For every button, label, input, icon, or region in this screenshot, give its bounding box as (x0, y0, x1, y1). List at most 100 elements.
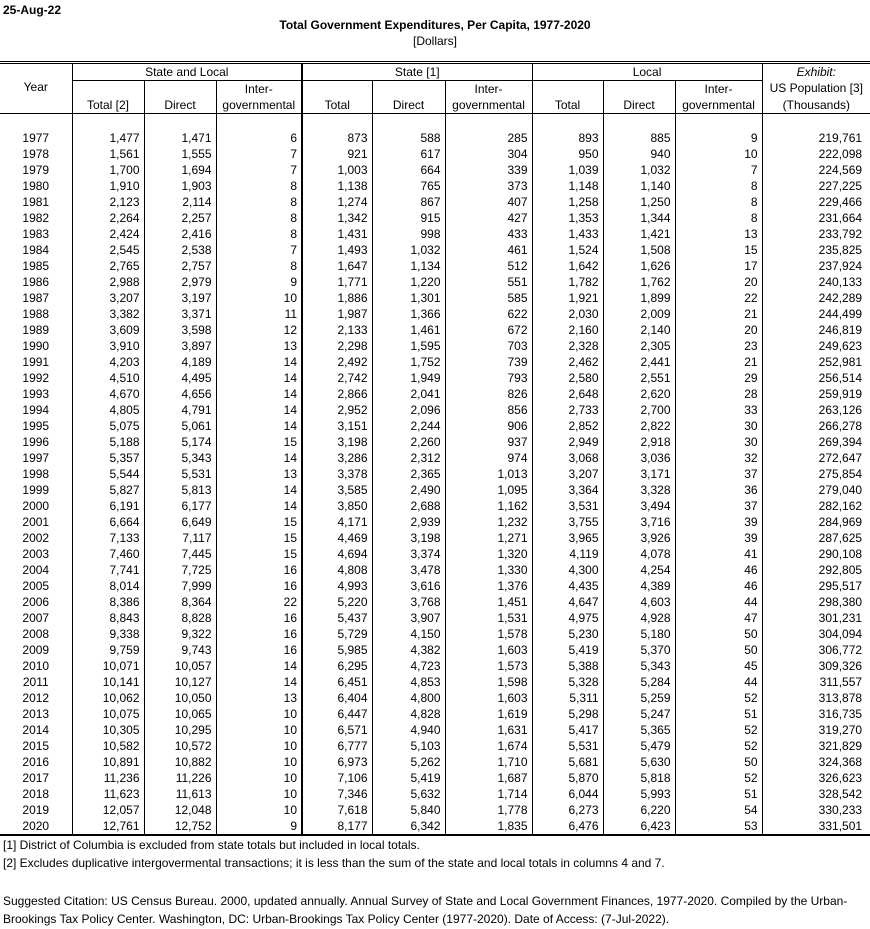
cell-local-total: 2,160 (532, 322, 604, 338)
cell-local-total: 1,039 (532, 162, 604, 178)
cell-local-total: 3,531 (532, 498, 604, 514)
cell-us-population: 279,040 (818, 482, 863, 497)
cell-local-direct: 3,328 (603, 482, 676, 498)
cell-state-direct: 1,366 (372, 306, 446, 322)
cell-sl-direct: 5,174 (144, 434, 217, 450)
cell-state-total: 2,952 (302, 402, 373, 418)
cell-state-intergovernmental: 937 (445, 434, 533, 450)
cell-state-total: 8,177 (302, 818, 373, 836)
cell-sl-total: 2,424 (72, 226, 145, 242)
cell-sl-intergovernmental: 14 (216, 482, 304, 498)
cell-state-total: 2,133 (302, 322, 373, 338)
expenditures-table: Year State and Local State [1] Local Exh… (0, 61, 870, 836)
cell-local-intergovernmental: 13 (675, 226, 763, 242)
table-row: 1998 5,544 5,531 13 3,378 2,365 1,013 3,207 3,17… (0, 466, 870, 482)
cell-state-total: 3,198 (302, 434, 373, 450)
cell-year: 2009 (0, 642, 73, 658)
cell-state-direct: 1,032 (372, 242, 446, 258)
cell-local-intergovernmental: 52 (675, 690, 763, 706)
cell-us-population: 304,094 (818, 626, 863, 641)
cell-year: 1992 (0, 370, 73, 386)
cell-local-total: 5,417 (532, 722, 604, 738)
cell-local-total: 4,647 (532, 594, 604, 610)
cell-local-direct: 5,993 (603, 786, 676, 802)
cell-state-total: 3,286 (302, 450, 373, 466)
cell-sl-direct: 2,538 (144, 242, 217, 258)
cell-state-intergovernmental: 1,578 (445, 626, 533, 642)
cell-state-intergovernmental: 826 (445, 386, 533, 402)
cell-us-population: 252,981 (818, 354, 863, 369)
table-row: 2019 12,057 12,048 10 7,618 5,840 1,778 6,273 6,… (0, 802, 870, 818)
cell-sl-direct: 10,050 (144, 690, 217, 706)
cell-sl-intergovernmental: 10 (216, 290, 304, 306)
cell-sl-total: 2,765 (72, 258, 145, 274)
cell-sl-intergovernmental: 16 (216, 578, 304, 594)
cell-state-intergovernmental: 793 (445, 370, 533, 386)
cell-sl-intergovernmental: 14 (216, 386, 304, 402)
cell-local-direct: 940 (603, 146, 676, 162)
cell-sl-total: 8,014 (72, 578, 145, 594)
table-row: 2018 11,623 11,613 10 7,346 5,632 1,714 6,044 5,… (0, 786, 870, 802)
report-date: 25-Aug-22 (3, 3, 62, 17)
cell-year: 1978 (0, 146, 73, 162)
cell-sl-intergovernmental: 8 (216, 258, 304, 274)
cell-sl-direct: 5,343 (144, 450, 217, 466)
cell-sl-total: 5,075 (72, 418, 145, 434)
table-row: 1983 2,424 2,416 8 1,431 998 433 1,433 1,421 13 23… (0, 226, 870, 242)
cell-sl-total: 10,582 (72, 738, 145, 754)
cell-sl-total: 10,141 (72, 674, 145, 690)
cell-state-intergovernmental: 1,376 (445, 578, 533, 594)
cell-local-intergovernmental: 30 (675, 434, 763, 450)
table-row: 2016 10,891 10,882 10 6,973 5,262 1,710 5,681 5,… (0, 754, 870, 770)
cell-us-population: 235,825 (818, 242, 863, 257)
cell-year: 1998 (0, 466, 73, 482)
cell-sl-intergovernmental: 7 (216, 162, 304, 178)
cell-year: 1991 (0, 354, 73, 370)
cell-sl-intergovernmental: 7 (216, 146, 304, 162)
cell-local-direct: 5,180 (603, 626, 676, 642)
cell-local-direct: 2,551 (603, 370, 676, 386)
cell-state-direct: 2,365 (372, 466, 446, 482)
cell-year: 2016 (0, 754, 73, 770)
cell-local-total: 1,782 (532, 274, 604, 290)
cell-year: 1994 (0, 402, 73, 418)
cell-state-direct: 2,490 (372, 482, 446, 498)
cell-us-population: 227,225 (818, 178, 863, 193)
footnote-2: [2] Excludes duplicative intergovermenta… (3, 856, 665, 870)
cell-state-direct: 4,150 (372, 626, 446, 642)
cell-state-intergovernmental: 407 (445, 194, 533, 210)
cell-state-total: 1,493 (302, 242, 373, 258)
cell-local-direct: 2,700 (603, 402, 676, 418)
cell-state-intergovernmental: 427 (445, 210, 533, 226)
cell-local-total: 1,148 (532, 178, 604, 194)
cell-local-direct: 5,370 (603, 642, 676, 658)
cell-state-total: 1,138 (302, 178, 373, 194)
table-row: 2010 10,071 10,057 14 6,295 4,723 1,573 5,388 5,… (0, 658, 870, 674)
table-row: 2000 6,191 6,177 14 3,850 2,688 1,162 3,531 3,49… (0, 498, 870, 514)
cell-state-direct: 3,907 (372, 610, 446, 626)
cell-state-intergovernmental: 739 (445, 354, 533, 370)
cell-local-intergovernmental: 52 (675, 738, 763, 754)
cell-year: 1988 (0, 306, 73, 322)
cell-local-direct: 2,822 (603, 418, 676, 434)
cell-local-total: 2,648 (532, 386, 604, 402)
cell-state-direct: 3,616 (372, 578, 446, 594)
cell-local-total: 5,311 (532, 690, 604, 706)
cell-local-direct: 2,009 (603, 306, 676, 322)
cell-sl-total: 4,805 (72, 402, 145, 418)
cell-sl-intergovernmental: 16 (216, 610, 304, 626)
cell-local-intergovernmental: 37 (675, 498, 763, 514)
cell-sl-intergovernmental: 10 (216, 722, 304, 738)
cell-sl-direct: 2,757 (144, 258, 217, 274)
cell-local-total: 6,273 (532, 802, 604, 818)
cell-state-intergovernmental: 339 (445, 162, 533, 178)
cell-us-population: 292,805 (818, 562, 863, 577)
cell-state-intergovernmental: 1,573 (445, 658, 533, 674)
cell-us-population: 313,878 (818, 690, 863, 705)
cell-local-total: 2,580 (532, 370, 604, 386)
cell-sl-intergovernmental: 8 (216, 210, 304, 226)
cell-state-total: 4,808 (302, 562, 373, 578)
cell-local-intergovernmental: 53 (675, 818, 763, 836)
cell-us-population: 256,514 (818, 370, 863, 385)
cell-local-direct: 1,250 (603, 194, 676, 210)
